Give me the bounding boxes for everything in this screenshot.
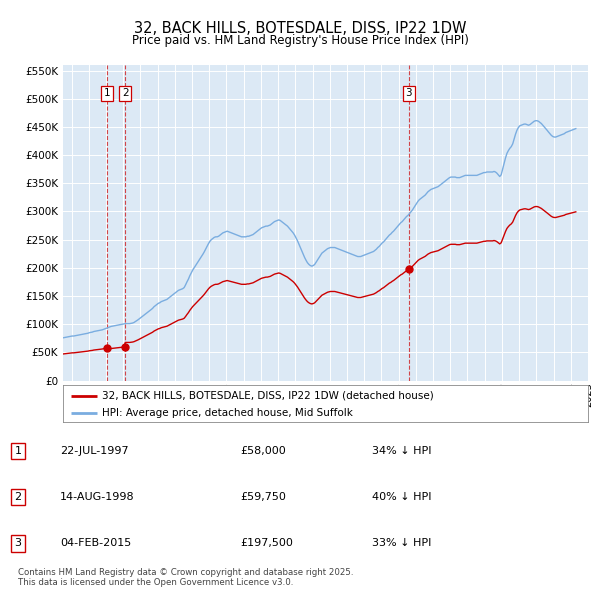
Text: £58,000: £58,000 — [240, 446, 286, 456]
Text: 1: 1 — [14, 446, 22, 456]
Text: 04-FEB-2015: 04-FEB-2015 — [60, 538, 131, 548]
Text: £197,500: £197,500 — [240, 538, 293, 548]
Text: 40% ↓ HPI: 40% ↓ HPI — [372, 492, 431, 502]
Text: 32, BACK HILLS, BOTESDALE, DISS, IP22 1DW (detached house): 32, BACK HILLS, BOTESDALE, DISS, IP22 1D… — [103, 391, 434, 401]
Text: Contains HM Land Registry data © Crown copyright and database right 2025.
This d: Contains HM Land Registry data © Crown c… — [18, 568, 353, 587]
Text: 3: 3 — [406, 88, 412, 99]
Text: 2: 2 — [14, 492, 22, 502]
Text: 14-AUG-1998: 14-AUG-1998 — [60, 492, 134, 502]
Text: 2: 2 — [122, 88, 128, 99]
Text: HPI: Average price, detached house, Mid Suffolk: HPI: Average price, detached house, Mid … — [103, 408, 353, 418]
Text: Price paid vs. HM Land Registry's House Price Index (HPI): Price paid vs. HM Land Registry's House … — [131, 34, 469, 47]
Text: 34% ↓ HPI: 34% ↓ HPI — [372, 446, 431, 456]
Text: 1: 1 — [104, 88, 110, 99]
Text: 3: 3 — [14, 538, 22, 548]
Text: 33% ↓ HPI: 33% ↓ HPI — [372, 538, 431, 548]
Text: 22-JUL-1997: 22-JUL-1997 — [60, 446, 128, 456]
Text: £59,750: £59,750 — [240, 492, 286, 502]
Text: 32, BACK HILLS, BOTESDALE, DISS, IP22 1DW: 32, BACK HILLS, BOTESDALE, DISS, IP22 1D… — [134, 21, 466, 35]
